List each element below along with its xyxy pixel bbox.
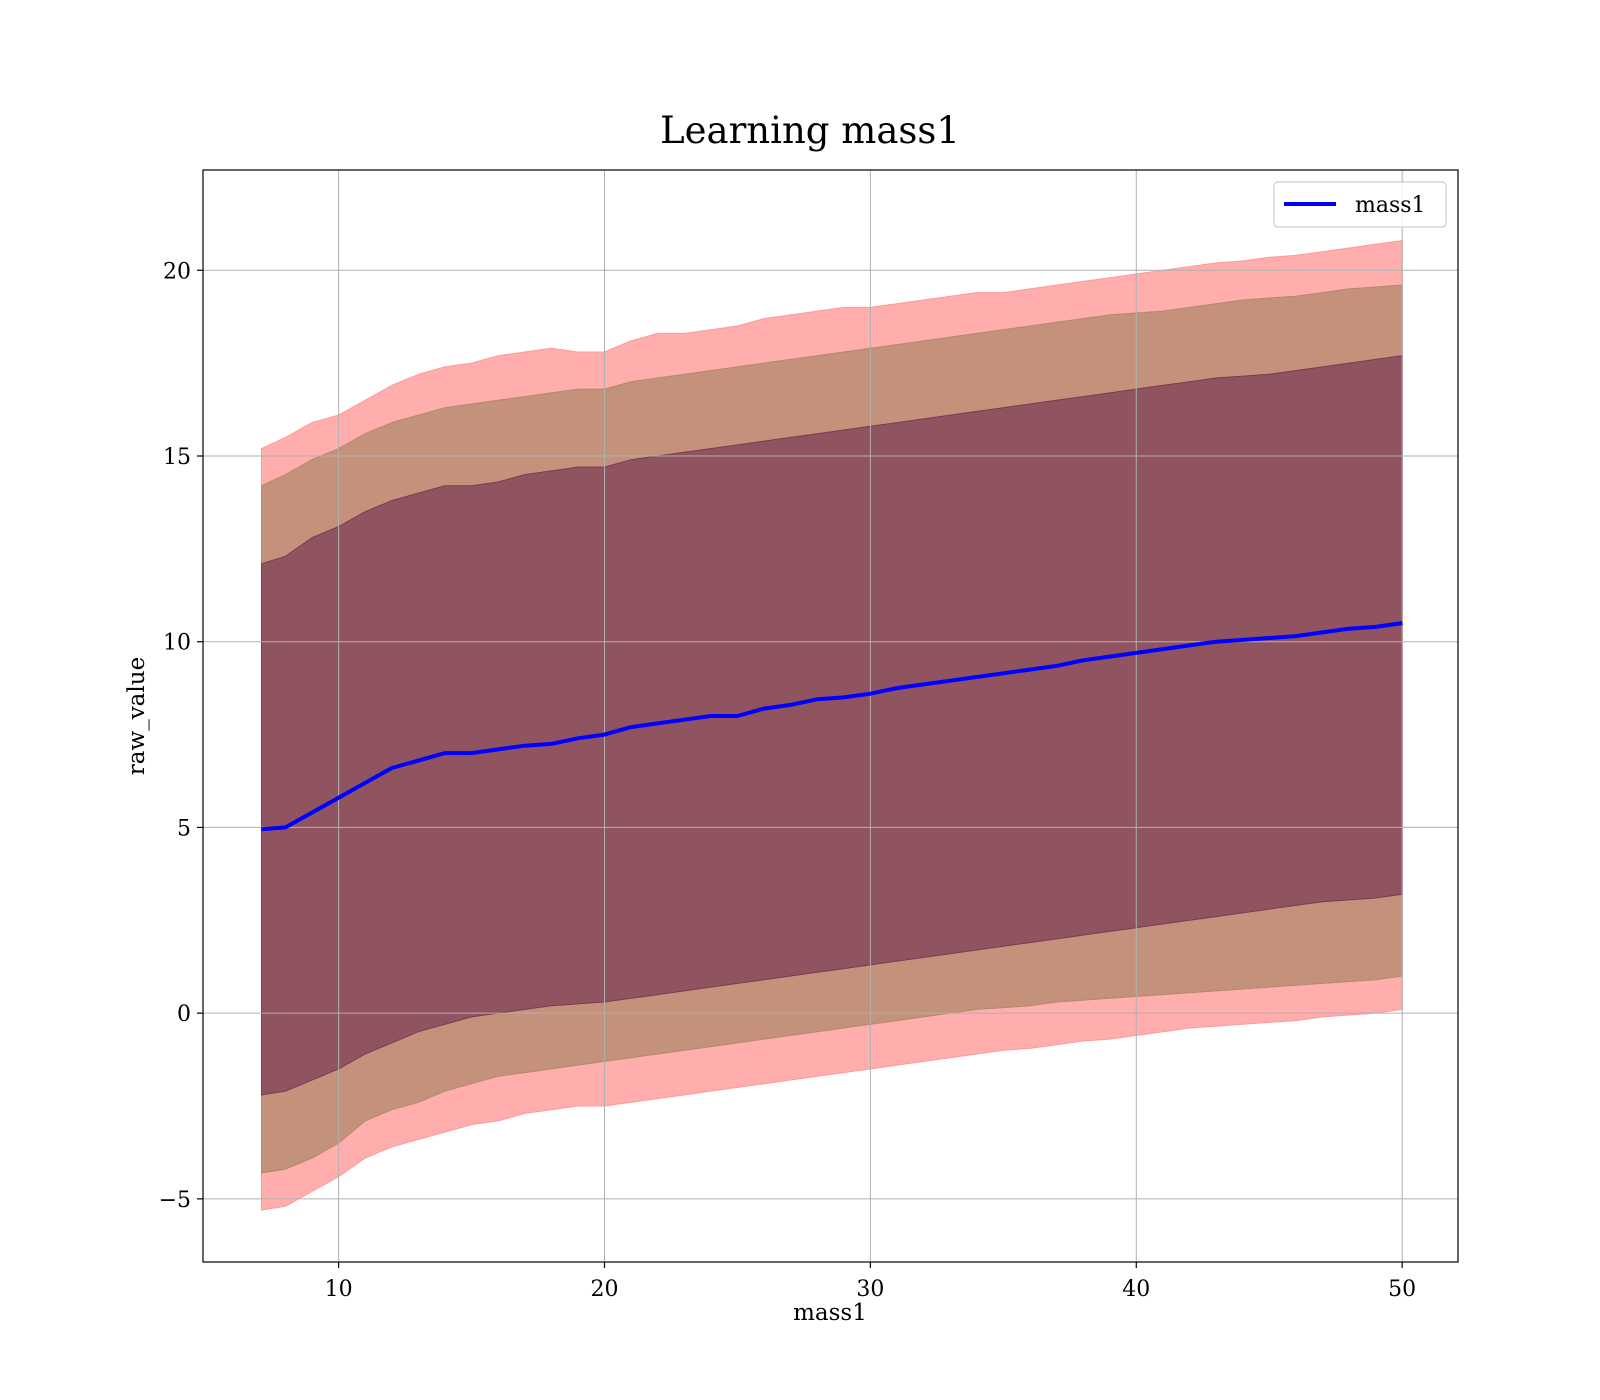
x-tick-label: 40	[1122, 1277, 1150, 1302]
y-tick-label: 5	[177, 816, 191, 841]
grid	[203, 170, 1458, 1262]
legend-label-mass1: mass1	[1355, 193, 1426, 218]
legend-box	[1273, 181, 1447, 228]
y-axis-label: raw_value	[124, 657, 150, 775]
series-lines	[261, 621, 1403, 832]
x-tick-label: 50	[1388, 1277, 1416, 1302]
confidence-bands	[261, 240, 1403, 1211]
y-tick-label: 20	[163, 259, 191, 284]
y-tick-label: 10	[163, 631, 191, 656]
y-tick-label: 15	[163, 445, 191, 470]
y-tick-label: −5	[159, 1188, 191, 1213]
x-tick-label: 10	[325, 1277, 353, 1302]
y-tick-label: 0	[177, 1002, 191, 1027]
series-line-mass1	[261, 621, 1403, 832]
chart-title: Learning mass1	[660, 109, 960, 152]
legend: mass1	[1273, 181, 1447, 228]
x-axis-label: mass1	[793, 1300, 867, 1326]
x-tick-label: 20	[590, 1277, 618, 1302]
axis-ticks: 10 20 30 40 50 −5 0 5 10 15 20	[159, 259, 1417, 1302]
plot-frame	[202, 169, 1459, 1263]
x-tick-label: 30	[856, 1277, 884, 1302]
